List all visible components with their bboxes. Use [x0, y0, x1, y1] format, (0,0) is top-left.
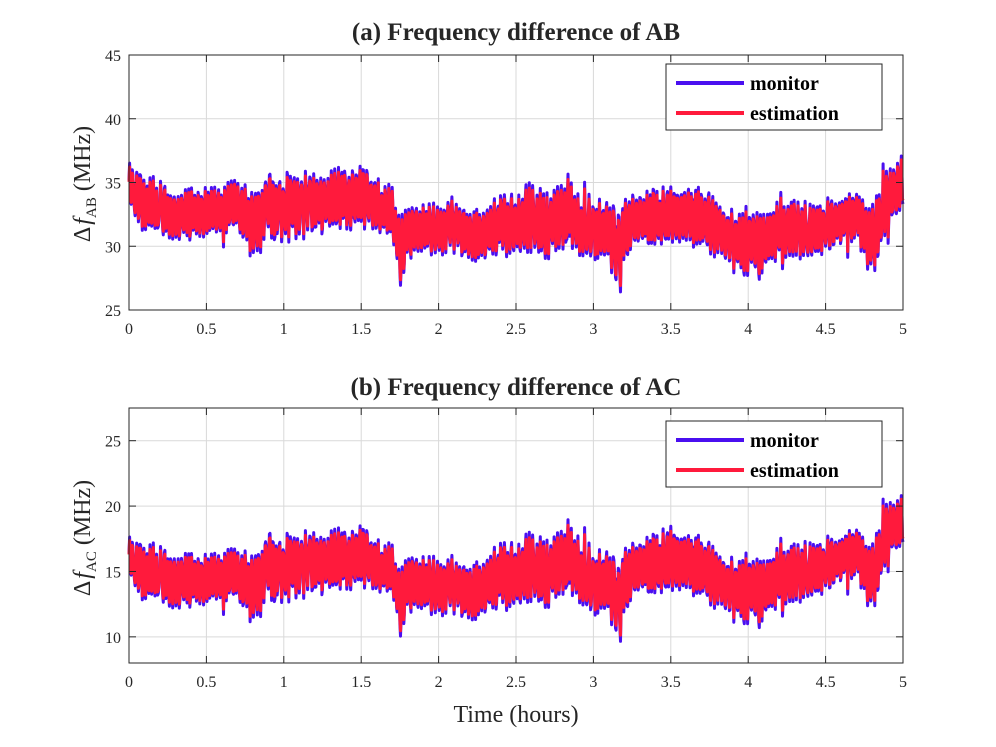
chart-ab-series: [127, 154, 905, 294]
chart-ab-y-tick-label: 30: [105, 239, 121, 256]
chart-ab-y-tick-label: 25: [105, 303, 121, 320]
chart-ab-title: (a) Frequency difference of AB: [352, 19, 680, 46]
chart-ac-legend-monitor-label: monitor: [750, 430, 819, 452]
chart-ab-ticks: [128, 54, 904, 311]
chart-ab-x-tick-label: 4.5: [816, 321, 836, 338]
chart-ab-ylabel: ΔfAB(MHz): [70, 126, 100, 242]
chart-ac-x-tick-label: 1: [280, 674, 288, 691]
chart-ac-y-tick-label: 10: [105, 630, 121, 647]
chart-ac-y-tick-label: 20: [105, 499, 121, 516]
chart-ac-ticks: [128, 408, 904, 663]
chart-ac-series: [127, 494, 905, 643]
chart-ab-x-tick-label: 4: [744, 321, 752, 338]
chart-ab-x-tick-label: 1: [280, 321, 288, 338]
chart-ac-x-tick-label: 2.5: [506, 674, 526, 691]
chart-ab-legend-box: [665, 63, 883, 131]
chart-ab-legend-monitor-label: monitor: [750, 73, 819, 95]
chart-ac-x-tick-label: 5: [899, 674, 907, 691]
chart-ab-x-tick-label: 5: [899, 321, 907, 338]
chart-ac-x-tick-label: 0.5: [196, 674, 216, 691]
chart-ac-x-tick-label: 3: [589, 674, 597, 691]
chart-ac-x-tick-label: 4: [744, 674, 752, 691]
chart-ab-x-tick-label: 3.5: [661, 321, 681, 338]
chart-ab-x-tick-label: 2.5: [506, 321, 526, 338]
chart-ac-legend: monitor estimation: [665, 420, 883, 488]
chart-ac-x-tick-label: 3.5: [661, 674, 681, 691]
chart-ab-y-tick-label: 45: [105, 48, 121, 65]
chart-ab-y-tick-labels: 25 30 35 40 45: [105, 48, 121, 320]
chart-ac-legend-estimation-label: estimation: [750, 460, 839, 482]
chart-ac-y-tick-label: 15: [105, 564, 121, 581]
chart-ac-x-tick-label: 2: [435, 674, 443, 691]
chart-ac-title: (b) Frequency difference of AC: [351, 374, 682, 401]
chart-ab-x-tick-label: 2: [435, 321, 443, 338]
chart-ab-legend-estimation-label: estimation: [750, 103, 839, 125]
chart-ac-y-tick-labels: 10 15 20 25: [105, 434, 121, 647]
chart-ac: (b) Frequency difference of AC 0 0.5 1 1.5 2…: [70, 374, 907, 728]
chart-ab-series-estimation-line: [127, 158, 905, 287]
chart-ac-y-tick-label: 25: [105, 434, 121, 451]
chart-ab-x-tick-label: 3: [589, 321, 597, 338]
chart-ac-x-tick-label: 1.5: [351, 674, 371, 691]
chart-ac-series-estimation-line: [127, 497, 905, 637]
chart-ab: (a) Frequency difference of AB 0 0.5 1 1.5 2…: [70, 19, 907, 338]
chart-ac-x-tick-label: 0: [125, 674, 133, 691]
chart-ab-legend: monitor estimation: [665, 63, 883, 131]
chart-ab-y-tick-label: 35: [105, 176, 121, 193]
chart-ac-xlabel: Time (hours): [453, 702, 578, 728]
chart-ab-x-tick-label: 1.5: [351, 321, 371, 338]
chart-ac-legend-box: [665, 420, 883, 488]
chart-ab-y-tick-label: 40: [105, 112, 121, 129]
chart-ab-x-tick-label: 0.5: [196, 321, 216, 338]
chart-ab-x-tick-labels: 0 0.5 1 1.5 2 2.5 3 3.5 4 4.5 5: [125, 321, 907, 338]
chart-ac-ylabel: ΔfAC(MHz): [70, 480, 100, 596]
chart-ab-x-tick-label: 0: [125, 321, 133, 338]
chart-ac-x-tick-label: 4.5: [816, 674, 836, 691]
chart-ac-x-tick-labels: 0 0.5 1 1.5 2 2.5 3 3.5 4 4.5 5: [125, 674, 907, 691]
